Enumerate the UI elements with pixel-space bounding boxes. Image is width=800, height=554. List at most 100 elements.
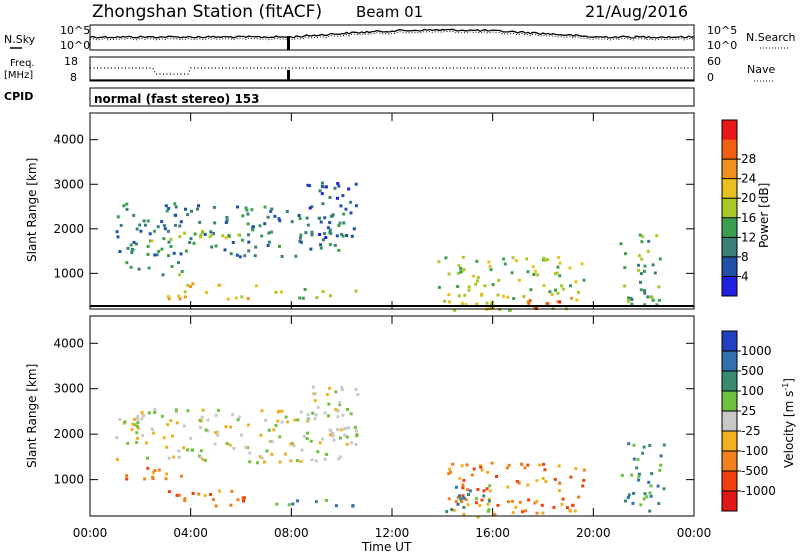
echo-cell xyxy=(467,288,471,292)
echo-cell xyxy=(177,455,181,459)
echo-cell xyxy=(192,241,196,245)
freq-label-line1: Freq. xyxy=(10,58,35,69)
echo-cell xyxy=(450,508,454,512)
echo-cell xyxy=(196,207,199,211)
echo-cell xyxy=(132,213,136,217)
echo-cell xyxy=(115,436,119,440)
echo-cell xyxy=(140,411,144,414)
echo-cell xyxy=(637,472,641,476)
echo-cell xyxy=(135,227,139,231)
echo-cell xyxy=(489,303,493,307)
echo-cell xyxy=(645,495,649,499)
echo-cell xyxy=(522,294,526,298)
echo-cell xyxy=(152,431,156,435)
echo-cell xyxy=(240,238,244,242)
echo-cell xyxy=(336,428,339,432)
echo-cell xyxy=(278,244,281,248)
noise-tick-right-top: 10^5 xyxy=(707,24,737,37)
echo-cell xyxy=(129,243,133,247)
time-axis-label: Time UT xyxy=(361,540,412,554)
echo-cell xyxy=(139,229,143,233)
echo-cell xyxy=(263,222,267,226)
echo-cell xyxy=(321,238,325,242)
echo-cell xyxy=(247,249,251,253)
echo-cell xyxy=(541,476,545,480)
echo-cell xyxy=(157,249,161,253)
echo-cell xyxy=(523,466,527,470)
echo-cell xyxy=(576,290,580,294)
echo-cell xyxy=(541,511,545,515)
freq-line xyxy=(90,67,694,75)
echo-cell xyxy=(544,480,548,483)
echo-cell xyxy=(172,455,176,459)
echo-cell xyxy=(311,385,315,389)
echo-cell xyxy=(568,508,572,512)
echo-cell xyxy=(456,502,460,506)
echo-cell xyxy=(532,306,536,310)
echo-cell xyxy=(340,385,344,389)
echo-cell xyxy=(188,241,192,244)
power-x-ticks xyxy=(89,113,695,309)
y-tick-label: 3000 xyxy=(53,177,84,191)
echo-cell xyxy=(461,255,465,259)
echo-cell xyxy=(662,443,666,447)
echo-cell xyxy=(328,243,332,246)
echo-cell xyxy=(560,502,564,506)
echo-cell xyxy=(342,427,346,431)
echo-cell xyxy=(468,489,472,493)
echo-cell xyxy=(582,278,586,282)
colorbar-tick-label: 16 xyxy=(741,211,756,225)
colorbar-swatch xyxy=(722,217,737,238)
echo-cell xyxy=(313,417,317,421)
echo-cell xyxy=(637,263,640,267)
echo-cell xyxy=(487,508,491,512)
echo-cell xyxy=(315,296,319,300)
echo-cell xyxy=(338,401,342,405)
echo-cell xyxy=(571,503,575,507)
echo-cell xyxy=(180,270,184,273)
echo-cell xyxy=(179,474,183,478)
colorbar-swatch xyxy=(722,178,737,199)
echo-cell xyxy=(485,487,489,491)
echo-cell xyxy=(166,295,170,299)
echo-cell xyxy=(138,223,142,227)
echo-cell xyxy=(646,295,650,299)
echo-cell xyxy=(558,481,562,485)
nave-label: Nave xyxy=(747,63,775,76)
echo-cell xyxy=(186,409,190,413)
echo-cell xyxy=(354,443,358,446)
echo-cell xyxy=(347,187,351,191)
echo-cell xyxy=(280,409,284,413)
echo-cell xyxy=(344,426,348,430)
echo-cell xyxy=(324,185,328,189)
echo-cell xyxy=(354,204,358,208)
echo-cell xyxy=(496,503,500,507)
echo-cell xyxy=(289,442,293,446)
colorbar-swatch xyxy=(722,371,737,392)
echo-cell xyxy=(342,221,346,225)
echo-cell xyxy=(456,285,460,288)
echo-cell xyxy=(243,254,247,258)
echo-cell xyxy=(294,254,298,258)
echo-cell xyxy=(248,451,252,455)
echo-cell xyxy=(334,390,338,394)
echo-cell xyxy=(146,219,150,223)
echo-cell xyxy=(459,497,463,501)
echo-cell xyxy=(177,294,181,298)
echo-cell xyxy=(345,435,349,439)
echo-cell xyxy=(314,459,318,463)
echo-cell xyxy=(574,280,578,284)
echo-cell xyxy=(328,196,332,199)
echo-cell xyxy=(462,505,466,509)
echo-cell xyxy=(144,223,147,227)
echo-cell xyxy=(284,415,288,419)
echo-cell xyxy=(309,439,313,443)
echo-cell xyxy=(270,440,274,444)
echo-cell xyxy=(354,182,358,186)
echo-cell xyxy=(337,224,341,227)
echo-cell xyxy=(182,424,186,428)
echo-cell xyxy=(174,408,178,412)
echo-cell xyxy=(454,485,458,489)
echo-cell xyxy=(330,214,334,218)
colorbar-tick-label: 12 xyxy=(741,230,756,244)
